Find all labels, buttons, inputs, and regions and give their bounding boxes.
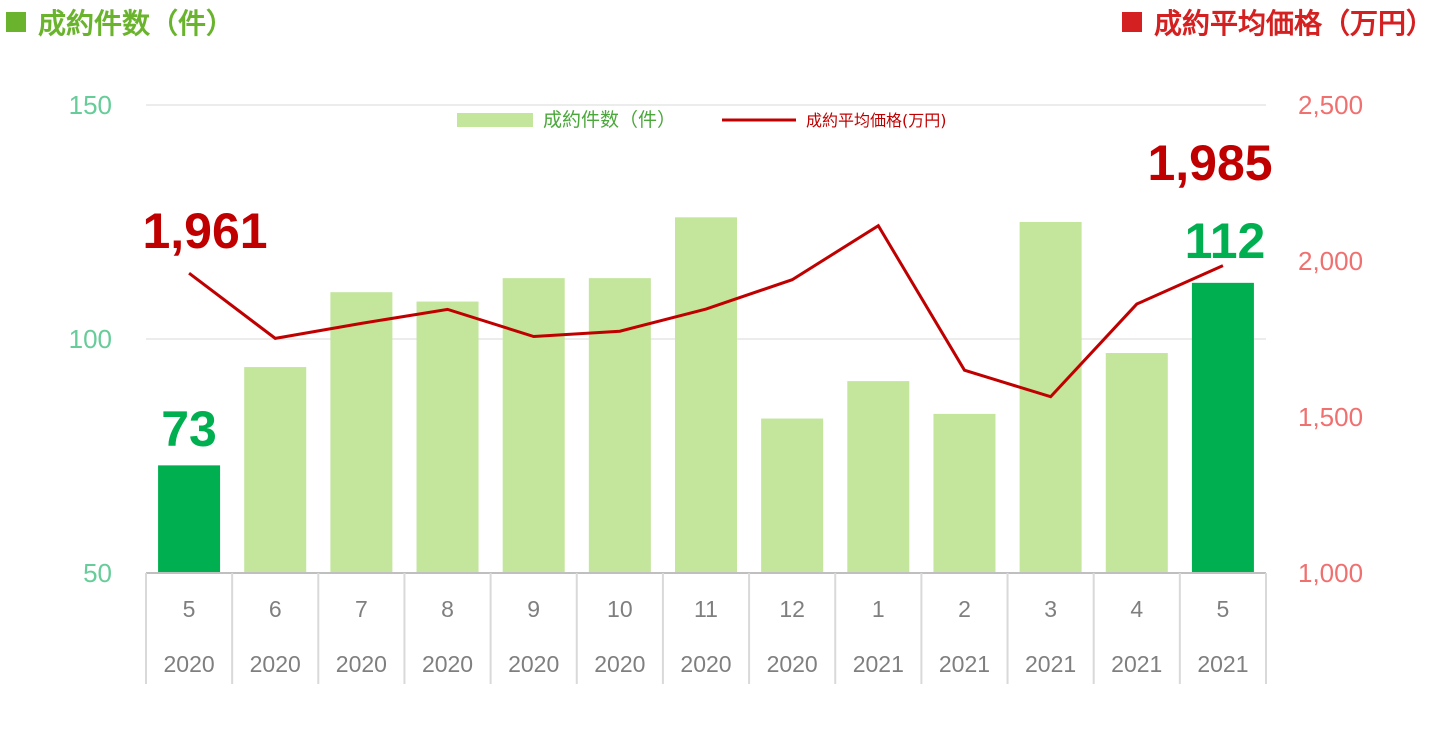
x-tick-month: 9 (527, 596, 540, 622)
left-axis-header: 成約件数（件） (6, 2, 234, 42)
legend: 成約件数（件） 成約平均価格(万円) (457, 109, 947, 131)
data-label-price-first: 1,961 (142, 203, 267, 259)
x-tick-year: 2020 (336, 651, 387, 677)
left-axis-header-label: 成約件数（件） (38, 7, 235, 40)
x-tick-month: 5 (183, 596, 196, 622)
x-tick-month: 2 (958, 596, 971, 622)
x-tick-year: 2021 (1025, 651, 1076, 677)
bar (502, 278, 565, 573)
y-right-tick: 1,500 (1298, 402, 1363, 432)
y-left-tick: 100 (69, 324, 112, 354)
x-tick-month: 7 (355, 596, 368, 622)
legend-line-label: 成約平均価格(万円) (806, 111, 947, 130)
bar (847, 381, 910, 573)
x-tick-year: 2020 (508, 651, 559, 677)
green-square-icon (6, 12, 26, 32)
legend-bar-swatch (457, 113, 533, 127)
x-tick-month: 6 (269, 596, 282, 622)
red-square-icon (1121, 12, 1142, 32)
data-label-count-first: 73 (161, 401, 217, 457)
right-axis-header-label: 成約平均価格（万円） (1153, 7, 1434, 40)
bar (933, 413, 996, 573)
bar (158, 465, 221, 573)
x-tick-year: 2021 (1197, 651, 1248, 677)
price-line (188, 223, 1224, 399)
bar (761, 418, 824, 573)
line-series (188, 223, 1224, 399)
y-right-tick: 2,500 (1298, 90, 1363, 120)
x-tick-year: 2021 (853, 651, 904, 677)
x-tick-year: 2020 (163, 651, 214, 677)
bar (244, 367, 307, 573)
bar (416, 301, 479, 573)
x-tick-month: 12 (779, 596, 805, 622)
x-tick-year: 2020 (250, 651, 301, 677)
x-tick-month: 5 (1217, 596, 1230, 622)
x-tick-month: 1 (872, 596, 885, 622)
bar (330, 292, 393, 573)
bar-series (158, 217, 1254, 573)
right-axis-header: 成約平均価格（万円） (1121, 2, 1434, 42)
x-tick-year: 2020 (767, 651, 818, 677)
x-tick-year: 2021 (939, 651, 990, 677)
x-tick-month: 10 (607, 596, 633, 622)
y-left-tick: 50 (83, 558, 112, 588)
x-tick-month: 11 (694, 596, 718, 622)
data-label-count-last: 112 (1185, 213, 1266, 269)
y-right-tick: 2,000 (1298, 246, 1363, 276)
bar (588, 278, 651, 573)
data-label-price-last: 1,985 (1147, 135, 1272, 191)
x-tick-month: 3 (1044, 596, 1057, 622)
axes: 5202062020720208202092020102020112020122… (69, 90, 1363, 684)
legend-bar-label: 成約件数（件） (543, 109, 676, 131)
annotations: 1,961 1,985 73 112 (142, 135, 1272, 457)
x-tick-year: 2021 (1111, 651, 1162, 677)
y-left-tick: 150 (69, 90, 112, 120)
bar (1105, 353, 1168, 573)
x-tick-month: 4 (1130, 596, 1143, 622)
x-tick-month: 8 (441, 596, 454, 622)
x-tick-year: 2020 (594, 651, 645, 677)
x-tick-year: 2020 (422, 651, 473, 677)
bar (1191, 282, 1254, 573)
y-right-tick: 1,000 (1298, 558, 1363, 588)
bar (675, 217, 737, 573)
x-tick-year: 2020 (680, 651, 731, 677)
